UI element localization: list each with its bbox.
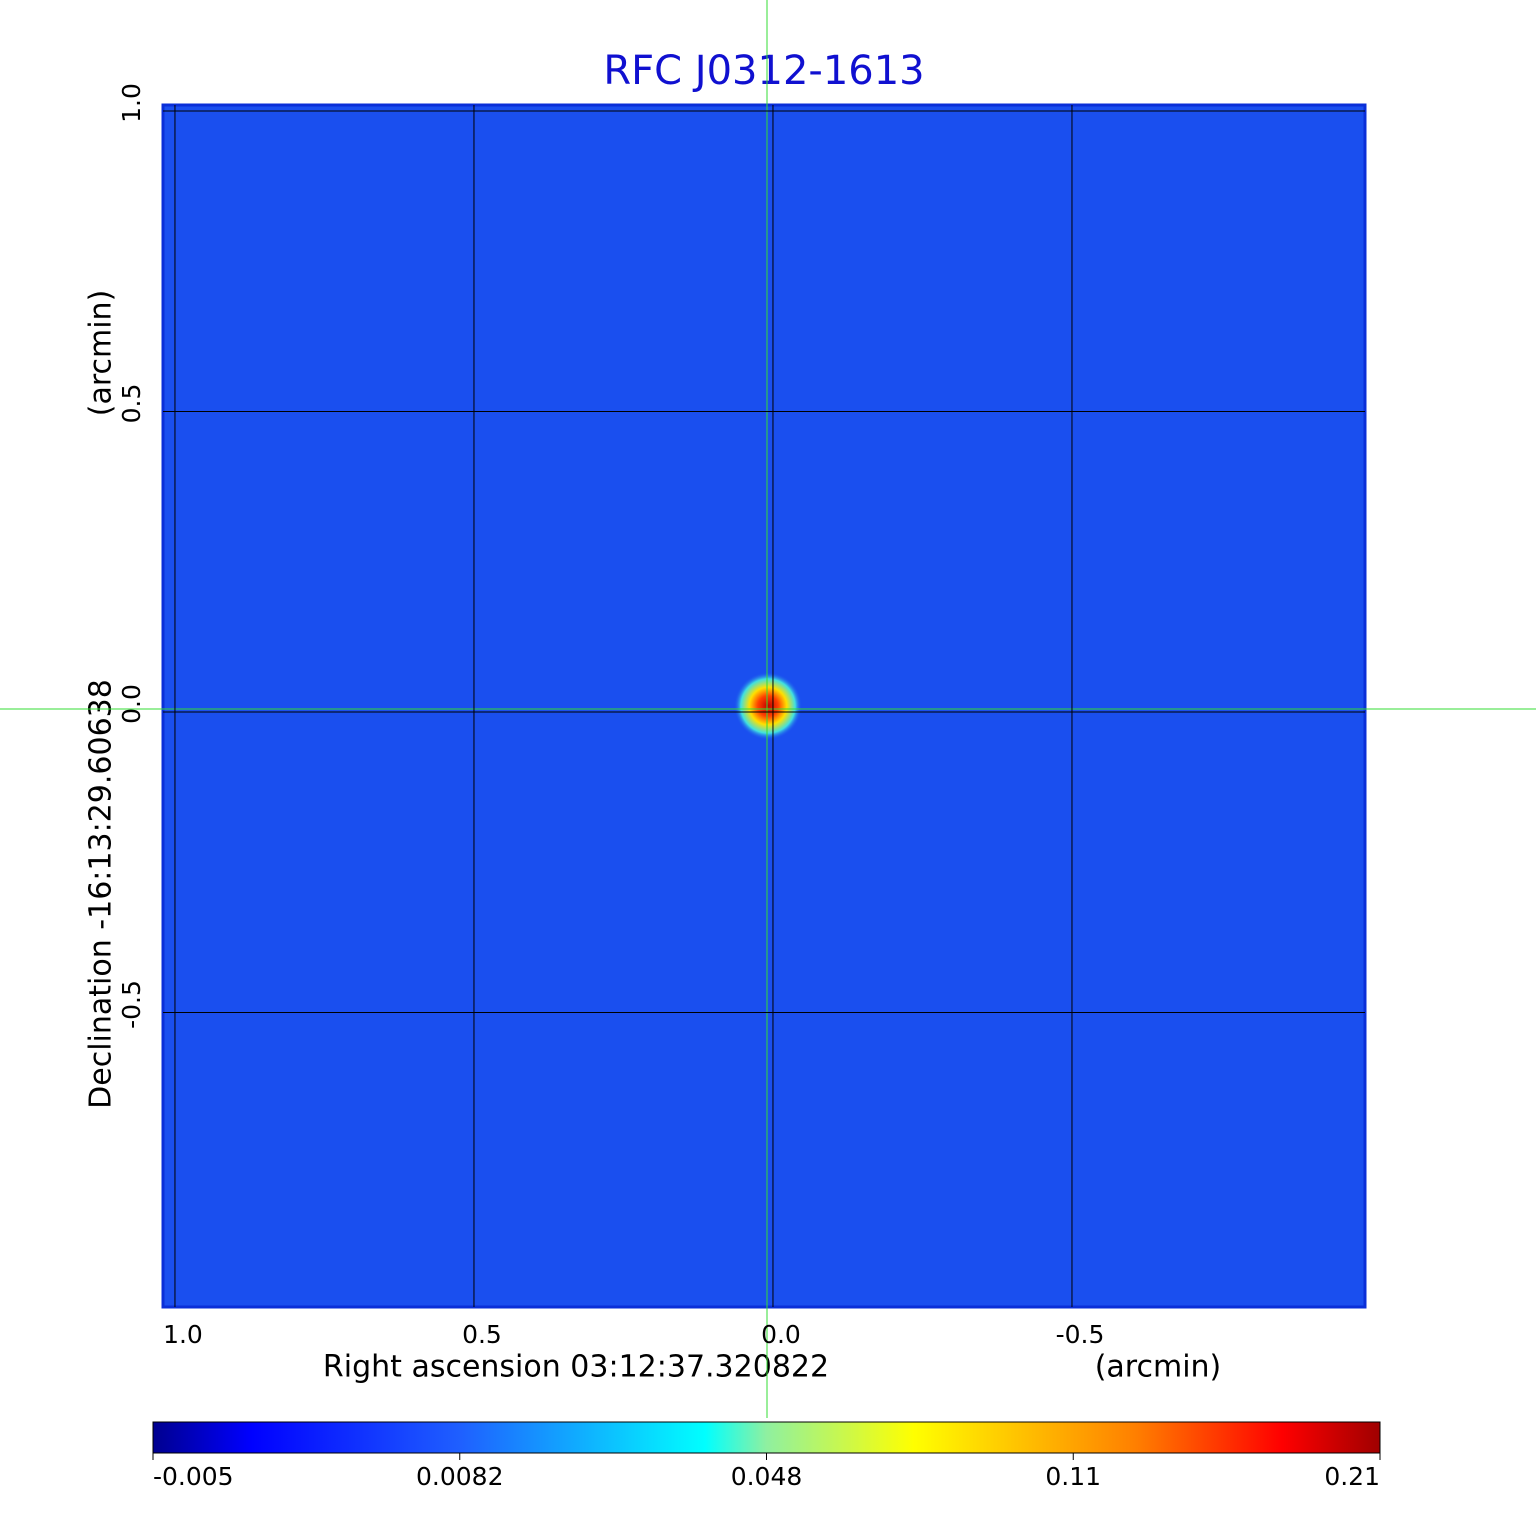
- y-tick-label: -0.5: [117, 980, 146, 1029]
- y-tick-label: 1.0: [117, 83, 146, 123]
- y-tick-label: 0.0: [117, 684, 146, 724]
- colorbar-tick-label: 0.11: [1045, 1462, 1101, 1491]
- x-tick-label: 0.0: [761, 1320, 801, 1349]
- colorbar-tick-label: 0.048: [731, 1462, 803, 1491]
- y-axis-unit: (arcmin): [84, 290, 119, 417]
- source: [734, 672, 802, 740]
- x-tick-label: -0.5: [1056, 1320, 1105, 1349]
- colorbar-tick-label: 0.0082: [416, 1462, 503, 1491]
- x-axis-label: Right ascension 03:12:37.320822: [323, 1350, 829, 1385]
- colorbar: [152, 1421, 1381, 1454]
- y-tick-label: 0.5: [117, 384, 146, 424]
- colorbar-tick-label: 0.21: [1324, 1462, 1380, 1491]
- x-tick-label: 0.5: [462, 1320, 502, 1349]
- y-axis-label: Declination -16:13:29.60638: [84, 679, 119, 1109]
- x-tick-label: 1.0: [163, 1320, 203, 1349]
- x-axis-unit: (arcmin): [1095, 1350, 1222, 1385]
- colorbar-tick-label: -0.005: [153, 1462, 234, 1491]
- chart-title: RFC J0312-1613: [603, 48, 924, 94]
